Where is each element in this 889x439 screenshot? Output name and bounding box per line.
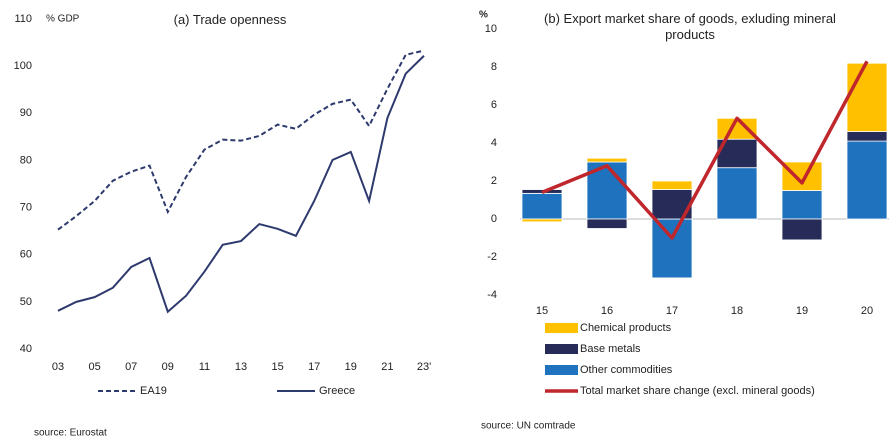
legend-label: Base metals: [580, 343, 641, 355]
legend-label: Total market share change (excl. mineral…: [580, 385, 815, 397]
legend-label: Greece: [319, 385, 355, 397]
x-tick-label: 21: [381, 361, 393, 373]
x-tick-label: 13: [235, 361, 247, 373]
x-tick-label: 15: [271, 361, 283, 373]
legend-swatch: [545, 365, 578, 375]
y-tick-label: 90: [20, 107, 32, 119]
x-tick-label: 23': [417, 361, 431, 373]
x-tick-label: 19: [345, 361, 357, 373]
y-tick-label: -2: [487, 251, 497, 263]
line-series: [57, 49, 425, 231]
chart-title: (a) Trade openness: [173, 12, 287, 27]
x-tick-label: 19: [796, 305, 808, 317]
y-tick-label: 110: [14, 13, 32, 25]
y-tick-label: 100: [14, 60, 32, 72]
y-tick-label: 8: [491, 61, 497, 73]
y-tick-label: 40: [20, 343, 32, 355]
bar-segment: [521, 192, 563, 220]
chart-title: (b) Export market share of goods, exludi…: [544, 11, 836, 42]
x-tick-label: 16: [601, 305, 613, 317]
legend-swatch: [545, 323, 578, 333]
x-tick-label: 18: [731, 305, 743, 317]
bar-segment: [651, 218, 693, 279]
x-tick-label: 15: [536, 305, 548, 317]
x-tick-label: 03: [52, 361, 64, 373]
x-tick-label: 09: [162, 361, 174, 373]
line-series: [57, 55, 425, 314]
bar-segment: [716, 167, 758, 220]
y-axis-label: %: [479, 10, 488, 21]
bar-segment: [521, 218, 563, 223]
legend-swatch: [545, 344, 578, 354]
x-tick-label: 11: [199, 361, 210, 373]
source-note: source: Eurostat: [34, 428, 107, 439]
legend-label: Other commodities: [580, 364, 673, 376]
y-tick-label: 4: [491, 137, 497, 149]
line-series: [541, 60, 869, 240]
y-tick-label: -4: [487, 289, 497, 301]
x-tick-label: 20: [861, 305, 873, 317]
y-axis-label: % GDP: [46, 14, 80, 25]
y-tick-label: 10: [485, 23, 497, 35]
y-tick-label: 50: [20, 296, 32, 308]
bar-segment: [846, 140, 888, 220]
y-tick-label: 2: [491, 175, 497, 187]
x-tick-label: 05: [88, 361, 100, 373]
x-tick-label: 07: [125, 361, 137, 373]
x-tick-label: 17: [308, 361, 320, 373]
y-tick-label: 6: [491, 99, 497, 111]
x-tick-label: 17: [666, 305, 678, 317]
bar-segment: [846, 131, 888, 142]
bar-segment: [781, 161, 823, 191]
bar-segment: [781, 190, 823, 220]
legend-label: Chemical products: [580, 322, 672, 334]
y-tick-label: 70: [20, 201, 32, 213]
bar-segment: [651, 180, 693, 190]
y-tick-label: 80: [20, 154, 32, 166]
legend-label: EA19: [140, 385, 167, 397]
source-note: source: UN comtrade: [481, 421, 576, 432]
bar-segment: [586, 157, 628, 163]
bar-segment: [586, 218, 628, 229]
y-tick-label: 60: [20, 249, 32, 261]
bar-segment: [781, 218, 823, 241]
bar-segment: [846, 62, 888, 133]
y-tick-label: 0: [491, 213, 497, 225]
